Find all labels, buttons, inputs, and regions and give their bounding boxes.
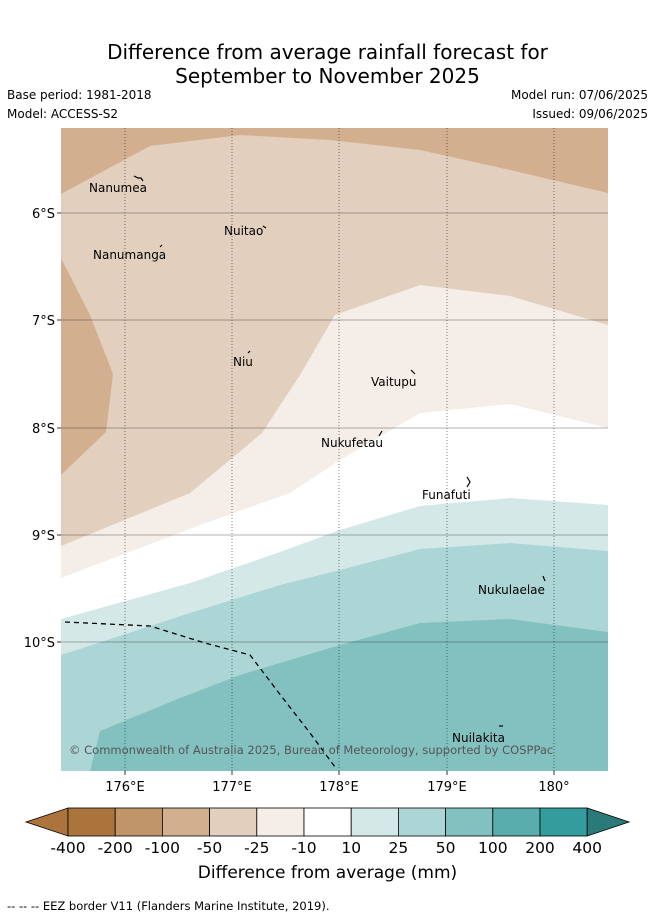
rainfall-contours: Nanumea Nuitao Nanumanga Niu Vaitupu Nuk… [61, 128, 608, 771]
colorbar-segment [303, 807, 352, 837]
latitude-gridlines [61, 212, 608, 643]
colorbar: -400 -200 -100 -50 -25 -10 10 25 50 100 200 400 [24, 807, 631, 857]
lat-label: 7°S [32, 314, 55, 329]
longitude-gridlines [124, 128, 555, 771]
island-label-niu: Niu [233, 355, 253, 369]
colorbar-segment [114, 807, 163, 837]
axis-ticks [57, 212, 555, 775]
colorbar-tick-label: 200 [525, 839, 555, 857]
colorbar-extend-low [24, 807, 69, 837]
title-line-2: September to November 2025 [175, 64, 480, 88]
island-shape-nukufetau [378, 430, 383, 437]
colorbar-segment [492, 807, 541, 837]
island-label-nukulaelae: Nukulaelae [478, 583, 545, 597]
lon-label: 180° [538, 780, 569, 795]
island-shapes [133, 175, 546, 727]
island-shape-nanumanga [159, 244, 163, 248]
colorbar-tick-label: -25 [244, 839, 269, 857]
lon-label: 176°E [105, 780, 145, 795]
colorbar-tick-label: 400 [572, 839, 602, 857]
island-shape-nanumea [133, 175, 144, 182]
longitude-labels: 176°E 177°E 178°E 179°E 180° [105, 780, 569, 795]
island-label-vaitupu: Vaitupu [371, 375, 417, 389]
eez-border [64, 621, 336, 768]
copyright-notice: © Commonwealth of Australia 2025, Bureau… [69, 743, 553, 757]
colorbar-segment [161, 807, 210, 837]
lon-label: 177°E [212, 780, 252, 795]
colorbar-segment [397, 807, 446, 837]
model-run: Model run: 07/06/2025 [510, 88, 648, 102]
colorbar-segment [256, 807, 305, 837]
island-label-funafuti: Funafuti [422, 488, 471, 502]
map-title: Difference from average rainfall forecas… [0, 40, 655, 88]
colorbar-tick-label: 100 [478, 839, 508, 857]
lon-label: 179°E [427, 780, 467, 795]
colorbar-tick-label: -10 [291, 839, 316, 857]
lat-label: 10°S [24, 636, 55, 651]
lat-label: 9°S [32, 529, 55, 544]
title-line-1: Difference from average rainfall forecas… [107, 40, 548, 64]
colorbar-segment [350, 807, 399, 837]
colorbar-tick-label: 50 [436, 839, 456, 857]
colorbar-label: Difference from average (mm) [197, 863, 458, 883]
contour-minus25-minus50 [61, 128, 608, 546]
island-label-nanumea: Nanumea [89, 181, 147, 195]
colorbar-tick-label: -100 [145, 839, 180, 857]
eez-legend: -- -- -- EEZ border V11 (Flanders Marine… [7, 899, 330, 913]
model-name: Model: ACCESS-S2 [7, 107, 119, 121]
colorbar-tick-label: -400 [50, 839, 85, 857]
colorbar-segment [67, 807, 116, 837]
island-label-nanumanga: Nanumanga [93, 248, 166, 262]
island-shape-niu [247, 350, 251, 354]
island-label-nuilakita: Nuilakita [452, 731, 505, 745]
colorbar-extend-high [586, 807, 631, 837]
contour-minus50-minus100-west [61, 258, 113, 475]
island-shape-funafuti [466, 476, 471, 488]
colorbar-tick-label: -200 [98, 839, 133, 857]
colorbar-segment [539, 807, 588, 837]
lon-label: 178°E [319, 780, 359, 795]
colorbar-segment [445, 807, 494, 837]
contour-minus50-minus100 [61, 128, 608, 194]
island-shape-vaitupu [410, 369, 416, 375]
issued-date: Issued: 09/06/2025 [532, 107, 648, 121]
latitude-labels: 6°S 7°S 8°S 9°S 10°S [24, 207, 55, 651]
island-labels: Nanumea Nuitao Nanumanga Niu Vaitupu Nuk… [89, 181, 545, 745]
colorbar-tick-label: -50 [197, 839, 222, 857]
island-label-nuitao: Nuitao [224, 224, 263, 238]
colorbar-tick-label: 10 [341, 839, 361, 857]
base-period: Base period: 1981-2018 [7, 88, 152, 102]
colorbar-segment [209, 807, 258, 837]
colorbar-tick-label: 25 [389, 839, 409, 857]
lat-label: 8°S [32, 422, 55, 437]
island-shape-nukulaelae [542, 575, 546, 582]
lat-label: 6°S [32, 207, 55, 222]
island-label-nukufetau: Nukufetau [321, 436, 383, 450]
island-shape-nuitao [262, 225, 267, 229]
